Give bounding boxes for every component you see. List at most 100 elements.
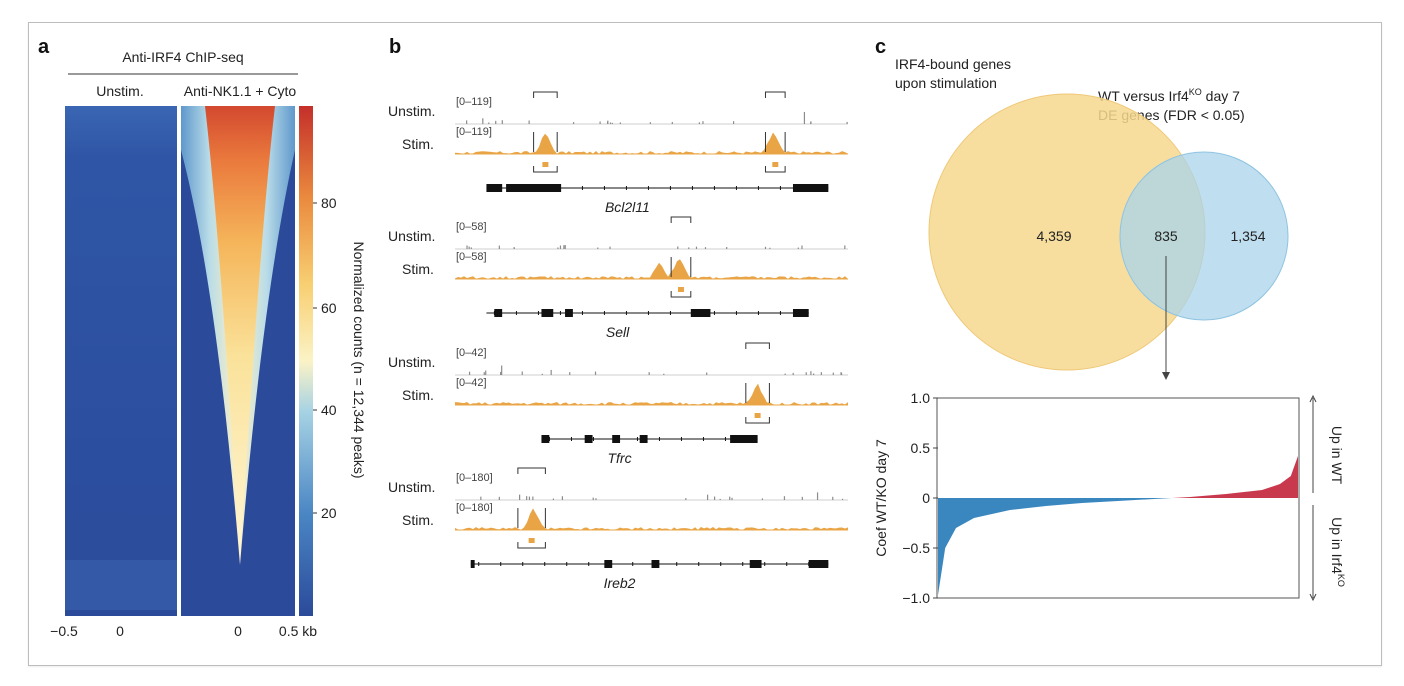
colorbar-tick: 20 bbox=[321, 505, 337, 521]
gene-name: Sell bbox=[606, 324, 630, 340]
peak-bracket-top bbox=[670, 216, 692, 223]
x-tick: −0.5 bbox=[50, 623, 78, 639]
heatmap-divider bbox=[177, 106, 181, 616]
gene-exon bbox=[792, 184, 829, 192]
peak-bracket-bottom bbox=[764, 166, 786, 173]
gene-exon bbox=[470, 560, 475, 568]
gene-exon bbox=[565, 309, 573, 317]
track-unstim-range: [0–42] bbox=[456, 347, 487, 359]
track-unstim-label: Unstim. bbox=[388, 103, 435, 119]
waterfall-y-axis: 1.0 0.5 0 −0.5 −1.0 bbox=[902, 390, 938, 606]
track-stim-range: [0–119] bbox=[456, 126, 492, 138]
peak-bracket-top bbox=[517, 467, 546, 474]
up-ko-label: Up in Irf4KO bbox=[1329, 517, 1346, 587]
gene-name: Ireb2 bbox=[604, 575, 636, 591]
y-tick-label: 0 bbox=[922, 490, 930, 506]
venn-overlap-count: 835 bbox=[1154, 228, 1178, 244]
venn-circle-right bbox=[1119, 151, 1289, 321]
gene-exon bbox=[651, 560, 660, 568]
panel-b-letter: b bbox=[389, 36, 401, 58]
y-tick-label: 0.5 bbox=[911, 440, 931, 456]
gene-exon bbox=[541, 435, 550, 443]
up-ko-arrow-head bbox=[1309, 593, 1317, 602]
panel-c: c IRF4-bound genes upon stimulation WT v… bbox=[873, 36, 1346, 606]
colorbar-tick: 60 bbox=[321, 300, 337, 316]
colorbar-tick: 80 bbox=[321, 195, 337, 211]
peak-bracket-bottom bbox=[533, 166, 558, 173]
gene-exon bbox=[639, 435, 648, 443]
venn-right-label-line1: WT versus Irf4KO day 7 bbox=[1098, 87, 1240, 104]
waterfall-negative-area bbox=[938, 498, 1172, 595]
colorbar-tick: 40 bbox=[321, 402, 337, 418]
venn-left-label-line1: IRF4-bound genes bbox=[895, 56, 1011, 72]
y-tick-label: −1.0 bbox=[902, 590, 930, 606]
track-unstim-range: [0–119] bbox=[456, 96, 492, 108]
stim-signal-area bbox=[455, 383, 848, 405]
waterfall-y-label: Coef WT/KO day 7 bbox=[873, 439, 889, 557]
track-unstim-range: [0–58] bbox=[456, 221, 487, 233]
y-tick-label: 1.0 bbox=[911, 390, 931, 406]
peak-region bbox=[772, 162, 779, 167]
panel-a-letter: a bbox=[38, 36, 50, 58]
venn-right-count: 1,354 bbox=[1230, 228, 1265, 244]
panel-c-letter: c bbox=[875, 36, 886, 58]
colorbar-label: Normalized counts (n = 12,344 peaks) bbox=[351, 242, 367, 479]
gene-exon bbox=[584, 435, 593, 443]
gene-exon bbox=[604, 560, 613, 568]
gene-exon bbox=[730, 435, 758, 443]
gene-exon bbox=[506, 184, 562, 192]
panel-b: b Unstim.Stim.[0–119][0–119]Bcl2l11Unsti… bbox=[388, 36, 848, 591]
x-tick: 0 bbox=[234, 623, 242, 639]
track-unstim-label: Unstim. bbox=[388, 228, 435, 244]
peak-bracket-bottom bbox=[745, 417, 770, 424]
gene-exon bbox=[486, 184, 503, 192]
panel-a-title: Anti-IRF4 ChIP-seq bbox=[122, 49, 243, 65]
track-stim-range: [0–58] bbox=[456, 251, 487, 263]
gene-name: Tfrc bbox=[607, 450, 631, 466]
browser-tracks: Unstim. Stim. [0–119] [0–119] Bcl2l11 Unstim.… bbox=[388, 91, 848, 591]
stim-signal-area bbox=[455, 508, 848, 530]
gene-exon bbox=[749, 560, 762, 568]
peak-region bbox=[754, 413, 761, 418]
peak-region bbox=[542, 162, 549, 167]
peak-region bbox=[677, 287, 684, 292]
peak-bracket-bottom bbox=[517, 542, 546, 549]
up-wt-label: Up in WT bbox=[1329, 426, 1345, 485]
gene-exon bbox=[541, 309, 554, 317]
colorbar bbox=[299, 106, 313, 616]
waterfall-plot bbox=[938, 456, 1298, 595]
panel-a-col-unstim: Unstim. bbox=[96, 83, 143, 99]
gene-exon bbox=[808, 560, 829, 568]
track-stim-range: [0–42] bbox=[456, 377, 487, 389]
heatmap-stim-core bbox=[205, 106, 275, 562]
gene-exon bbox=[612, 435, 621, 443]
x-tick: 0 bbox=[116, 623, 124, 639]
x-tick: 0.5 kb bbox=[279, 623, 317, 639]
track-stim-range: [0–180] bbox=[456, 502, 493, 514]
gene-exon bbox=[690, 309, 711, 317]
gene-exon bbox=[792, 309, 809, 317]
venn-left-label-line2: upon stimulation bbox=[895, 75, 997, 91]
heatmap-unstim-bottom-band bbox=[65, 560, 177, 610]
track-stim-label: Stim. bbox=[402, 261, 434, 277]
panel-a: a Anti-IRF4 ChIP-seq Unstim. Anti-NK1.1 … bbox=[38, 36, 367, 639]
gene-name: Bcl2l11 bbox=[605, 199, 650, 215]
peak-bracket-bottom bbox=[670, 291, 692, 298]
up-wt-arrow-head bbox=[1309, 394, 1317, 403]
peak-region bbox=[528, 538, 535, 543]
track-unstim-label: Unstim. bbox=[388, 479, 435, 495]
peak-bracket-top bbox=[764, 91, 786, 98]
peak-bracket-top bbox=[533, 91, 558, 98]
track-stim-label: Stim. bbox=[402, 136, 434, 152]
waterfall-positive-area bbox=[1172, 456, 1298, 498]
venn-left-count: 4,359 bbox=[1036, 228, 1071, 244]
stim-signal-area bbox=[455, 259, 848, 279]
track-stim-label: Stim. bbox=[402, 512, 434, 528]
panel-a-col-stim: Anti-NK1.1 + Cyto bbox=[184, 83, 297, 99]
peak-bracket-top bbox=[745, 342, 770, 349]
track-unstim-label: Unstim. bbox=[388, 354, 435, 370]
track-unstim-range: [0–180] bbox=[456, 472, 493, 484]
y-tick-label: −0.5 bbox=[902, 540, 930, 556]
track-stim-label: Stim. bbox=[402, 387, 434, 403]
